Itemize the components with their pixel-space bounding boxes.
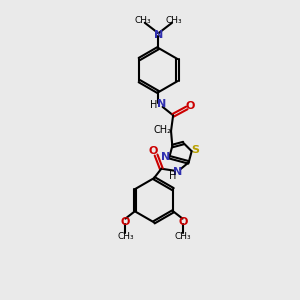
Text: CH₃: CH₃ [117,232,134,241]
Text: O: O [120,217,130,227]
Text: N: N [161,152,170,162]
Text: CH₃: CH₃ [135,16,152,25]
Text: N: N [157,99,166,109]
Text: N: N [154,30,163,40]
Text: S: S [191,145,200,155]
Text: CH₃: CH₃ [165,16,182,25]
Text: N: N [173,167,182,177]
Text: O: O [186,101,195,111]
Text: CH₃: CH₃ [174,232,191,241]
Text: O: O [148,146,158,156]
Text: H: H [169,171,177,181]
Text: O: O [178,217,188,227]
Text: H: H [150,100,158,110]
Text: CH₂: CH₂ [154,125,172,135]
